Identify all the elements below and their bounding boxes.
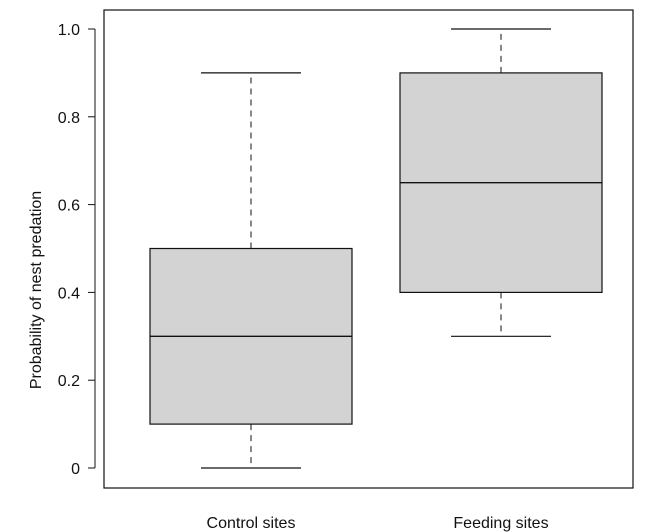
- y-tick-label: 0: [71, 461, 80, 478]
- plot-frame: [103, 9, 634, 489]
- y-tick-label: 0.4: [58, 285, 80, 302]
- boxes: [149, 28, 603, 469]
- y-tick-label: 0.8: [58, 110, 80, 127]
- x-category-label: Control sites: [207, 515, 296, 532]
- y-tick-label: 0.2: [58, 373, 80, 390]
- x-axis-labels: Control sites Feeding sites: [207, 515, 549, 532]
- box-control: [149, 72, 353, 469]
- y-axis-title: Probability of nest predation: [28, 191, 45, 389]
- y-tick-label: 0.6: [58, 198, 80, 215]
- y-axis: 0 0.2 0.4 0.6 0.8 1.0: [58, 22, 96, 478]
- y-tick-label: 1.0: [58, 22, 80, 39]
- x-category-label: Feeding sites: [453, 515, 548, 532]
- box-feeding: [399, 28, 603, 337]
